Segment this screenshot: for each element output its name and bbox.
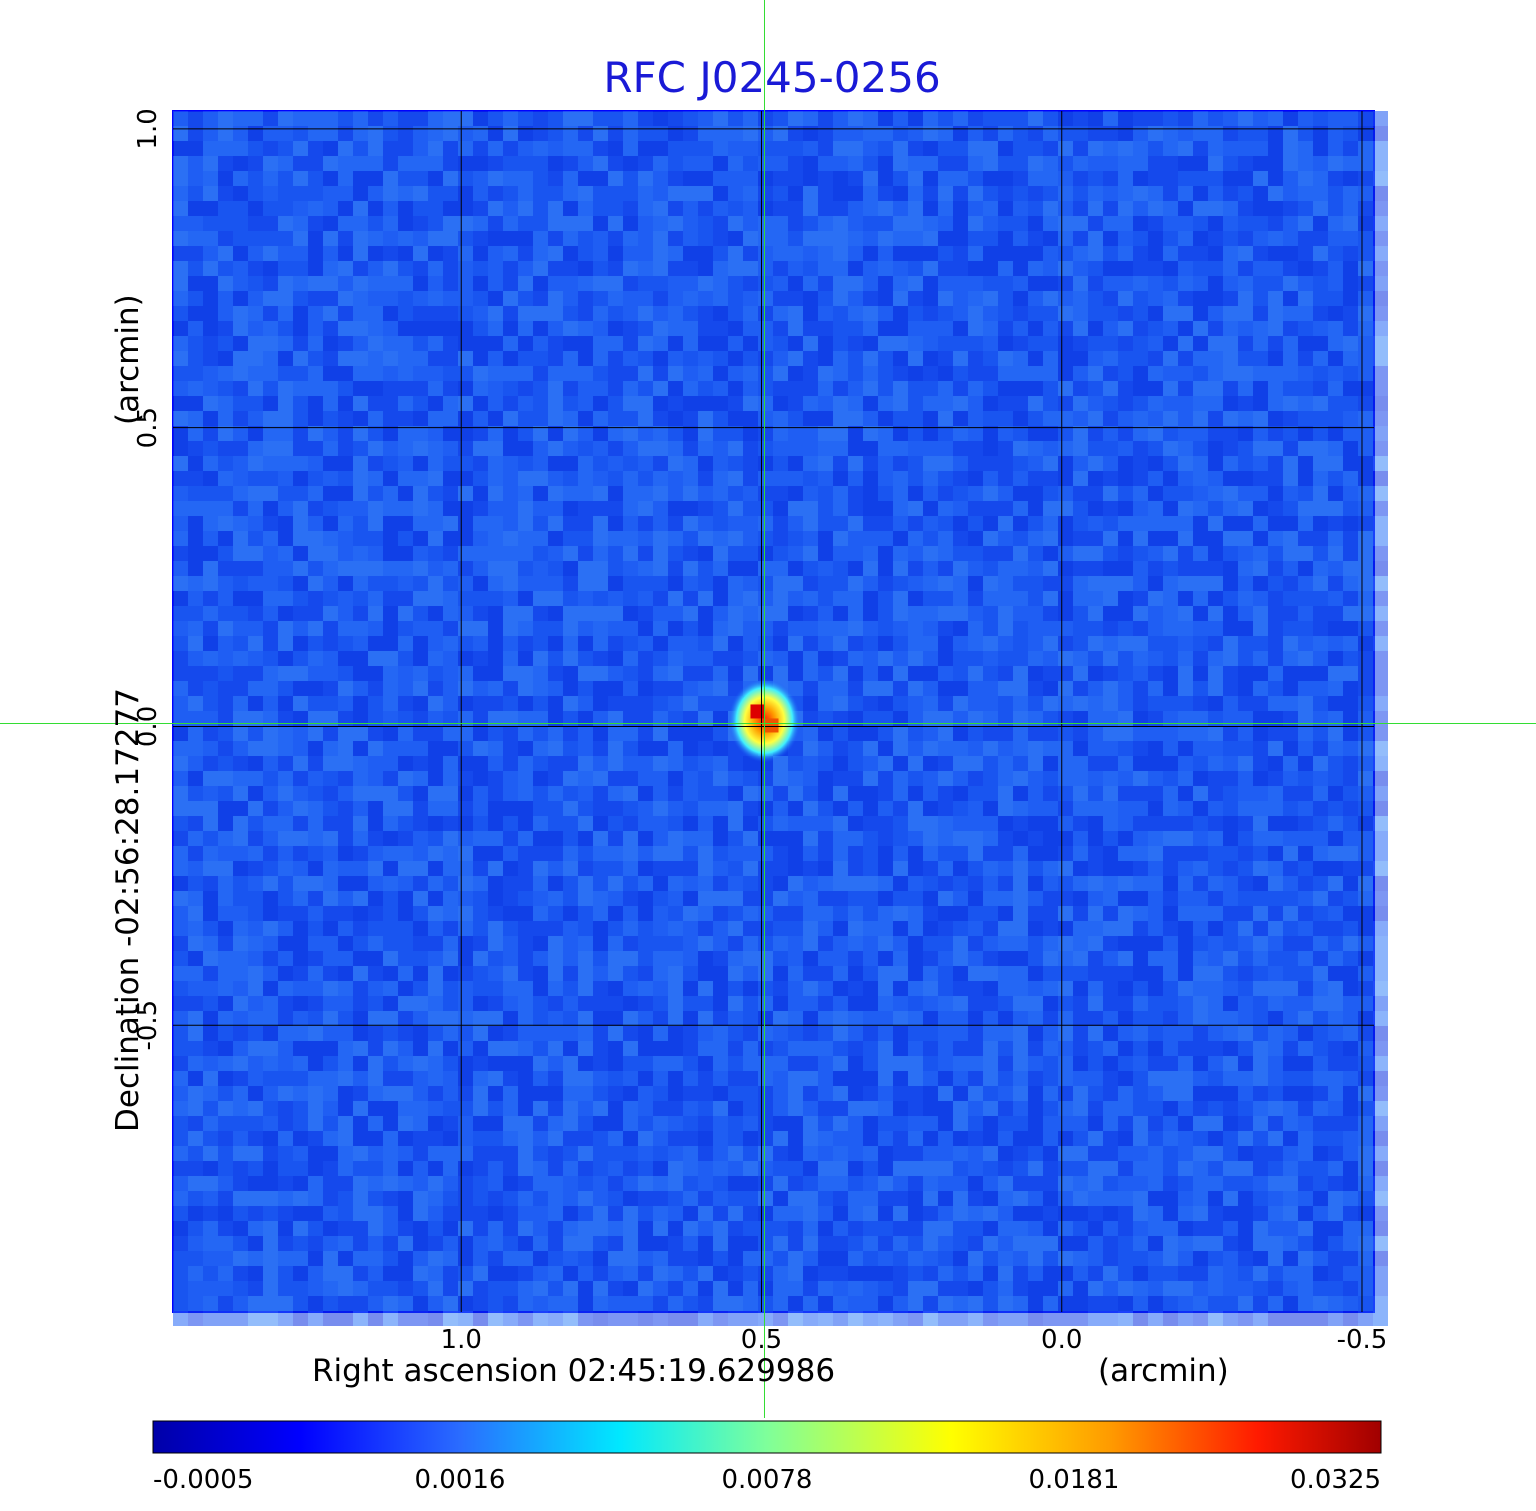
y-tick-label: -0.5 (133, 1000, 163, 1051)
colorbar (152, 1420, 1382, 1454)
colorbar-tick-labels: -0.0005 0.0016 0.0078 0.0181 0.0325 (153, 1465, 1381, 1495)
y-tick-label: 0.5 (133, 407, 163, 448)
x-tick-label: 0.5 (741, 1325, 782, 1355)
colorbar-tick-label: 0.0078 (722, 1465, 813, 1495)
colorbar-tick-label: -0.0005 (153, 1465, 253, 1495)
y-tick-label: 1.0 (133, 108, 163, 149)
x-tick-label: 1.0 (441, 1325, 482, 1355)
y-axis-label: Declination -02:56:28.17277 (110, 688, 146, 1132)
colorbar-tick-label: 0.0016 (415, 1465, 506, 1495)
chart-title: RFC J0245-0256 (603, 53, 940, 102)
colorbar-tick-label: 0.0325 (1290, 1465, 1381, 1495)
x-tick-label: 0.0 (1041, 1325, 1082, 1355)
x-tick-labels: 1.0 0.5 0.0 -0.5 (441, 1325, 1388, 1355)
x-axis-unit: (arcmin) (1098, 1353, 1229, 1389)
y-axis-unit: (arcmin) (110, 294, 146, 425)
source-peak-secondary (764, 718, 779, 733)
coordinate-grid (173, 111, 1374, 1312)
source-peak (750, 704, 765, 719)
y-tick-label: 0.0 (133, 706, 163, 747)
colorbar-tick-label: 0.0181 (1029, 1465, 1120, 1495)
crosshair (0, 0, 1536, 1418)
x-tick-label: -0.5 (1337, 1325, 1388, 1355)
y-tick-labels: 1.0 0.5 0.0 -0.5 (133, 108, 163, 1050)
x-axis-label: Right ascension 02:45:19.629986 (312, 1353, 835, 1389)
